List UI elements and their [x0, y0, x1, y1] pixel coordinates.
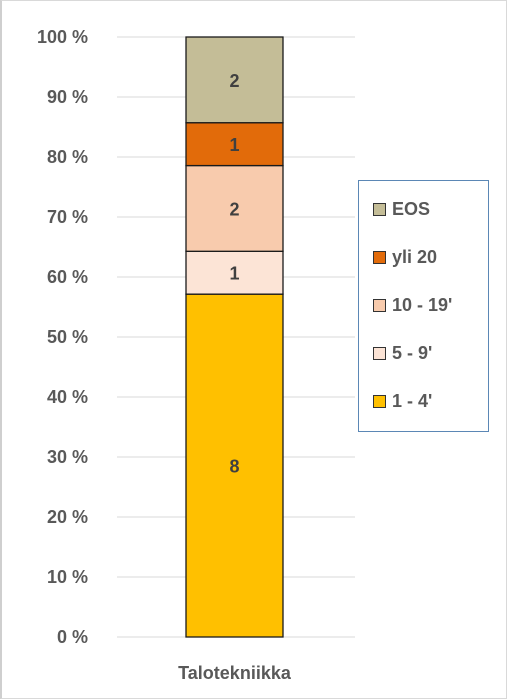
x-axis-categories: Talotekniikka: [178, 663, 292, 683]
legend-label: 5 - 9': [392, 343, 433, 363]
data-labels: 8 1 2 1 2: [229, 71, 239, 477]
legend-label: EOS: [392, 199, 431, 219]
legend-label: 10 - 19': [392, 295, 453, 315]
y-tick-label: 70 %: [47, 207, 88, 227]
y-tick-label: 60 %: [47, 267, 88, 287]
legend-item: yli 20: [373, 247, 437, 268]
y-tick-label: 100 %: [37, 27, 88, 47]
legend-item: EOS: [373, 199, 430, 220]
legend-item: 1 - 4': [373, 391, 432, 412]
data-label: 8: [229, 457, 239, 477]
legend: EOS yli 20 10 - 19' 5 - 9' 1 - 4': [358, 180, 489, 432]
legend-swatch: [373, 203, 386, 216]
bar-segments: [185, 36, 284, 638]
legend-swatch: [373, 347, 386, 360]
legend-label: 1 - 4': [392, 391, 433, 411]
y-tick-label: 0 %: [57, 627, 88, 647]
data-label: 2: [229, 199, 239, 219]
legend-item: 5 - 9': [373, 343, 432, 364]
legend-swatch: [373, 251, 386, 264]
y-tick-label: 30 %: [47, 447, 88, 467]
bar-segment: [185, 164, 284, 252]
legend-swatch: [373, 395, 386, 408]
y-tick-label: 20 %: [47, 507, 88, 527]
y-tick-label: 90 %: [47, 87, 88, 107]
bar-segment: [185, 122, 284, 167]
data-label: 1: [229, 264, 239, 284]
legend-label: yli 20: [392, 247, 438, 267]
y-axis-ticks: 0 % 10 % 20 % 30 % 40 % 50 % 60 % 70 % 80 % 90 % 1…: [37, 27, 88, 647]
legend-swatch: [373, 299, 386, 312]
data-label: 2: [229, 71, 239, 91]
legend-item: 10 - 19': [373, 295, 452, 316]
y-tick-label: 50 %: [47, 327, 88, 347]
bar-segment: [185, 293, 284, 638]
data-label: 1: [229, 135, 239, 155]
x-category-label: Talotekniikka: [178, 663, 292, 683]
bar-segment: [185, 36, 284, 124]
y-tick-label: 10 %: [47, 567, 88, 587]
y-tick-label: 80 %: [47, 147, 88, 167]
y-tick-label: 40 %: [47, 387, 88, 407]
